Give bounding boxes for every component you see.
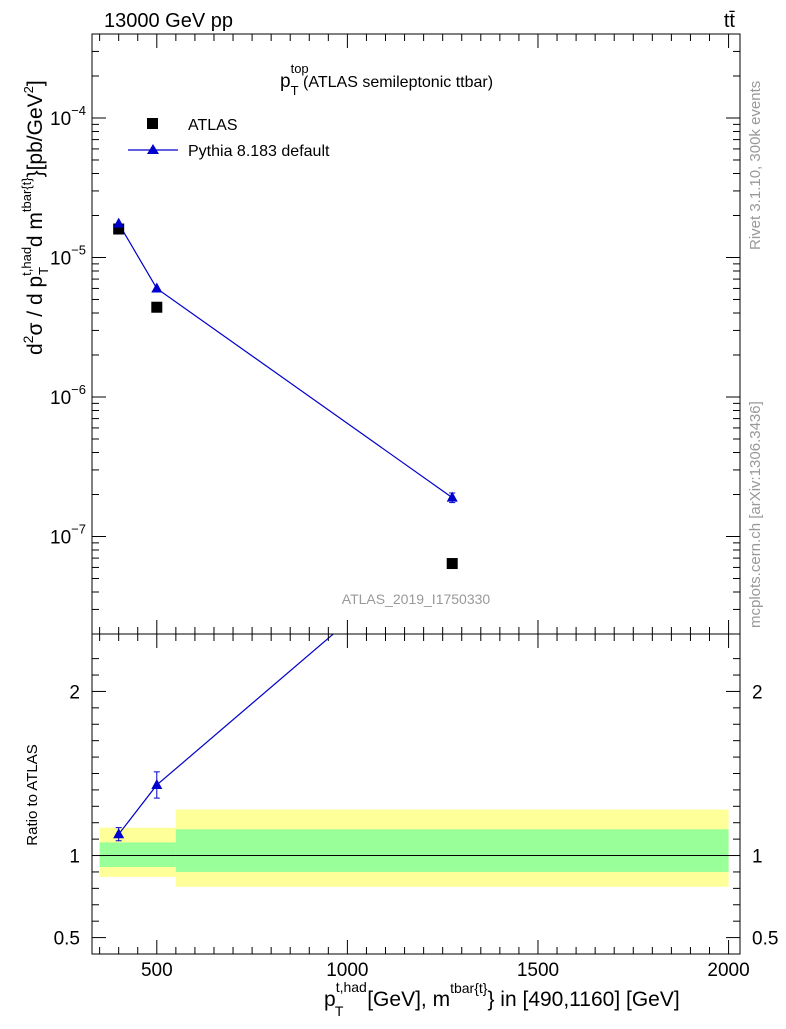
main-y-tick-label: 10−4	[50, 103, 86, 130]
legend-atlas-label: ATLAS	[188, 117, 238, 134]
energy-label: 13000 GeV pp	[104, 10, 233, 32]
xlabel-s2: T	[335, 1003, 344, 1019]
ylabel-p3: d m	[24, 212, 47, 253]
ylabel-p2: σ / d p	[24, 276, 47, 336]
ylabel-p5: ]	[24, 80, 47, 86]
tick-base: 10	[50, 388, 71, 409]
tick-exponent: −6	[71, 382, 86, 397]
pythia-point	[113, 217, 125, 228]
ylabel-s1: 2	[20, 335, 36, 343]
tick-base: 10	[50, 248, 71, 269]
title-rest: (ATLAS semileptonic ttbar)	[299, 74, 493, 91]
ylabel-s4: tbar{t}	[19, 177, 34, 212]
x-tick-label: 2000	[707, 960, 749, 981]
ylabel-p4: }[pb/GeV	[24, 93, 47, 177]
rivet-label: Rivet 3.1.10, 300k events	[747, 81, 764, 250]
tick-exponent: −5	[71, 242, 86, 257]
plot-title: ptop T (ATLAS semileptonic ttbar)	[280, 61, 493, 98]
x-tick-label: 1500	[517, 960, 559, 981]
xlabel-p1: p	[324, 988, 336, 1011]
pythia-point	[446, 491, 458, 502]
main-y-axis-label: d2σ / d pt,had T d mtbar{t}}[pb/GeV2]	[19, 80, 51, 355]
x-axis-label: pt,had T [GeV], mtbar{t}} in [490,1160] […	[324, 979, 680, 1019]
xlabel-s1: t,had	[336, 979, 367, 995]
legend-atlas-marker	[147, 118, 158, 129]
ratio-series-line	[118, 634, 335, 835]
ratio-plot	[99, 526, 729, 887]
ratio-y-axis-label: Ratio to ATLAS	[24, 744, 41, 845]
title-main: p	[280, 71, 291, 92]
ratio-y-tick-label: 1	[69, 847, 80, 868]
ratio-point	[447, 526, 458, 536]
ylabel-p1: d	[24, 343, 47, 355]
atlas-point	[151, 301, 163, 313]
xlabel-p3: } in [490,1160] [GeV]	[487, 988, 679, 1011]
ratio-y-tick-label-right: 0.5	[752, 929, 778, 950]
ratio-y-tick-label: 2	[69, 682, 80, 703]
xlabel-s3: tbar{t}	[450, 980, 488, 996]
ylabel-s2: t,had	[19, 247, 34, 276]
legend-pythia-label: Pythia 8.183 default	[188, 143, 330, 160]
ratio-band-bin	[175, 829, 729, 872]
main-plot	[113, 217, 458, 570]
x-tick-label: 500	[141, 960, 173, 981]
ratio-y-tick-label: 0.5	[54, 929, 80, 950]
process-label: tt̄	[724, 10, 736, 32]
main-y-tick-label: 10−6	[50, 382, 86, 409]
tick-base: 10	[50, 527, 71, 548]
legend: ATLAS Pythia 8.183 default	[128, 117, 330, 160]
main-y-tick-label: 10−5	[50, 242, 86, 269]
atlas-point	[446, 558, 458, 570]
ylabel-s3: T	[36, 267, 51, 275]
ylabel-s5: 2	[21, 86, 36, 93]
tick-base: 10	[50, 109, 71, 130]
ratio-y-tick-label-right: 1	[752, 847, 763, 868]
ratio-series	[113, 526, 458, 842]
title-sub: T	[291, 83, 299, 98]
main-y-tick-label: 10−7	[50, 521, 86, 548]
legend-pythia-marker	[147, 144, 159, 154]
ratio-point	[113, 828, 125, 839]
main-series	[113, 217, 458, 570]
ratio-band-bin	[99, 842, 176, 868]
ratio-bands	[99, 809, 729, 887]
pythia-point	[151, 282, 163, 293]
analysis-label: ATLAS_2019_I1750330	[342, 591, 491, 607]
pythia-line	[118, 223, 453, 499]
ratio-y-tick-label-right: 2	[752, 682, 763, 703]
x-tick-label: 1000	[326, 960, 368, 981]
ratio-point	[151, 778, 163, 789]
atlas-point	[113, 223, 125, 235]
tick-exponent: −4	[71, 103, 86, 118]
title-sup: top	[291, 61, 309, 76]
tick-exponent: −7	[71, 521, 86, 536]
xlabel-p2: [GeV], m	[361, 988, 450, 1011]
ratio-frame	[91, 633, 741, 955]
mcplots-label: mcplots.cern.ch [arXiv:1306.3436]	[747, 401, 764, 628]
